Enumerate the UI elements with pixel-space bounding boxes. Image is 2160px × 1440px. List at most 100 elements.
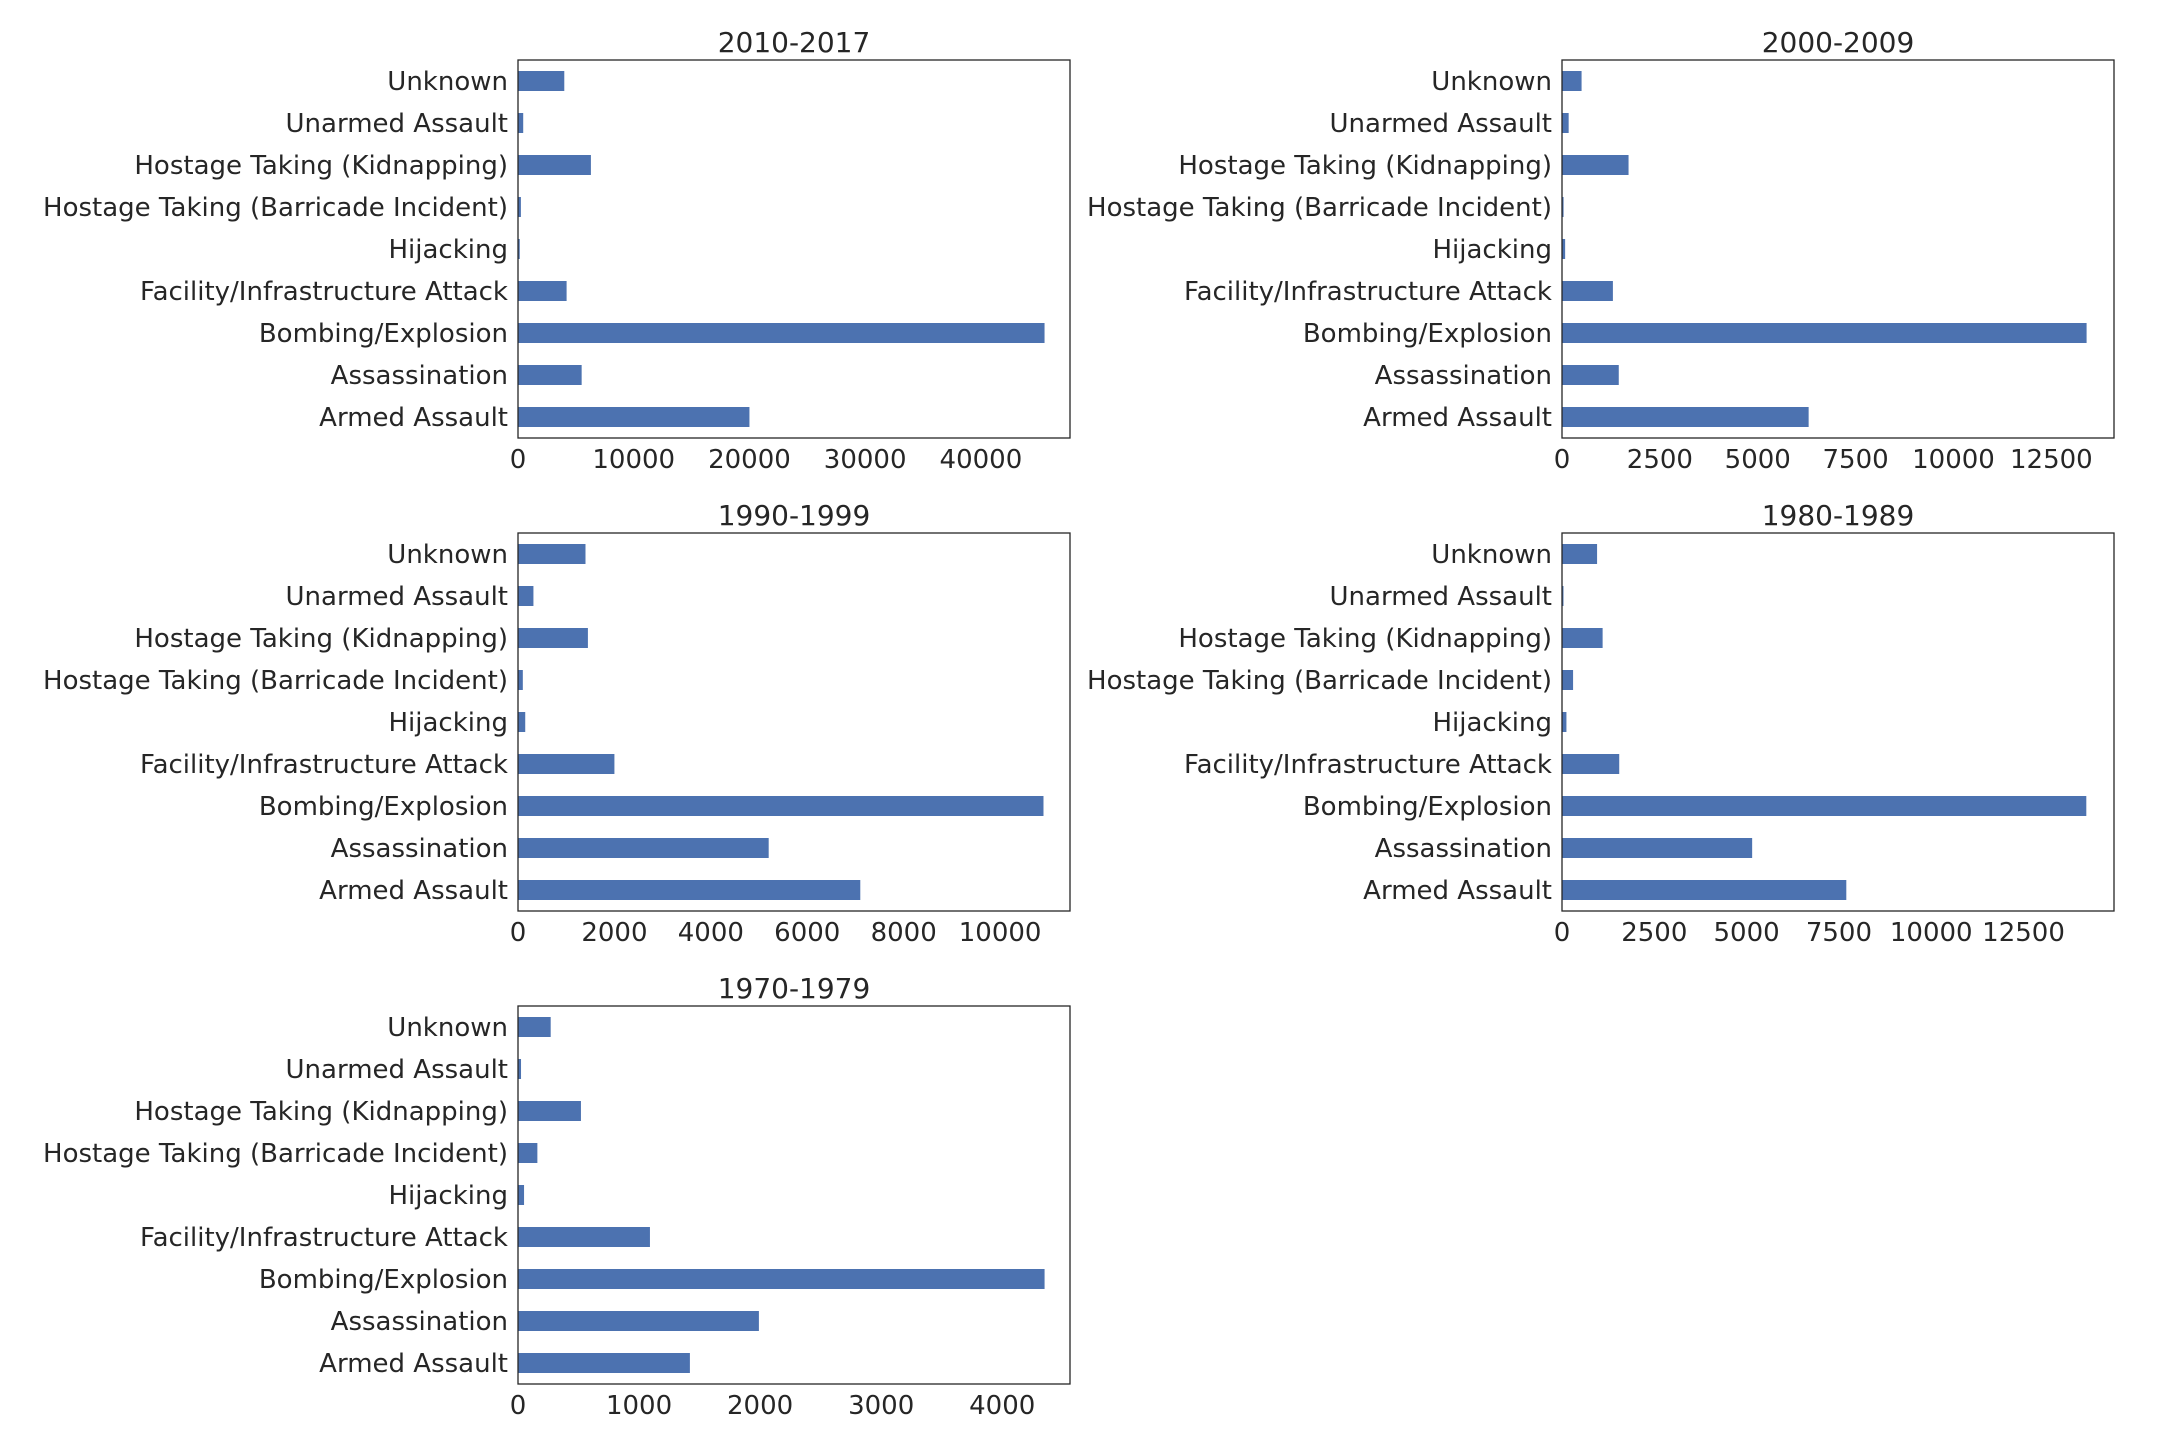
bar-armed-assault <box>518 1353 690 1373</box>
x-tick-label: 2000 <box>727 1391 793 1421</box>
category-label: Hijacking <box>389 1181 509 1211</box>
x-tick-label: 0 <box>510 445 527 475</box>
bar-unarmed-assault <box>1562 113 1569 133</box>
category-label: Bombing/Explosion <box>259 319 508 349</box>
bar-hostage-taking-kidnapping <box>518 155 591 175</box>
x-tick-label: 10000 <box>592 445 675 475</box>
category-label: Facility/Infrastructure Attack <box>140 277 508 307</box>
category-label: Bombing/Explosion <box>1303 319 1552 349</box>
x-tick-label: 0 <box>510 1391 527 1421</box>
category-label: Hostage Taking (Kidnapping) <box>1178 624 1552 654</box>
bar-hostage-taking-kidnapping <box>518 628 588 648</box>
category-label: Unarmed Assault <box>1330 582 1552 612</box>
bar-unarmed-assault <box>518 113 524 133</box>
chart-title: 2000-2009 <box>1762 26 1915 59</box>
category-label: Assassination <box>331 1307 508 1337</box>
category-label: Assassination <box>1375 834 1552 864</box>
bar-hostage-taking-barricade-incident <box>1562 197 1564 217</box>
x-tick-label: 40000 <box>940 445 1023 475</box>
category-label: Armed Assault <box>319 876 508 906</box>
bar-bombing-explosion <box>1562 323 2087 343</box>
category-label: Unarmed Assault <box>1330 109 1552 139</box>
x-tick-label: 30000 <box>824 445 907 475</box>
category-label: Unarmed Assault <box>286 109 508 139</box>
bar-armed-assault <box>1562 880 1847 900</box>
bar-bombing-explosion <box>1562 796 2087 816</box>
bar-bombing-explosion <box>518 323 1045 343</box>
x-tick-label: 10000 <box>959 918 1042 948</box>
x-tick-label: 2500 <box>1621 918 1687 948</box>
bar-unknown <box>1562 71 1582 91</box>
x-tick-label: 8000 <box>871 918 937 948</box>
category-label: Assassination <box>1375 361 1552 391</box>
category-label: Bombing/Explosion <box>259 792 508 822</box>
category-label: Hostage Taking (Barricade Incident) <box>43 193 508 223</box>
bar-assassination <box>1562 365 1619 385</box>
bar-unarmed-assault <box>518 1059 522 1079</box>
category-label: Unarmed Assault <box>286 582 508 612</box>
bar-hostage-taking-barricade-incident <box>518 670 523 690</box>
category-label: Hostage Taking (Barricade Incident) <box>1087 666 1552 696</box>
x-tick-label: 3000 <box>848 1391 914 1421</box>
category-label: Armed Assault <box>319 403 508 433</box>
bar-armed-assault <box>1562 407 1809 427</box>
bar-hijacking <box>1562 712 1567 732</box>
chart-panel-2000-2009: 2000-2009 Armed Assault Assassination Bombi… <box>1087 26 2115 475</box>
bar-unarmed-assault <box>1562 586 1564 606</box>
bar-facility-infrastructure-attack <box>518 754 615 774</box>
chart-title: 2010-2017 <box>718 26 871 59</box>
bar-assassination <box>518 365 582 385</box>
category-label: Facility/Infrastructure Attack <box>1184 277 1552 307</box>
category-label: Armed Assault <box>319 1349 508 1379</box>
chart-panel-1980-1989: 1980-1989 Armed Assault Assassination Bombi… <box>1087 499 2115 948</box>
category-label: Hostage Taking (Kidnapping) <box>1178 151 1552 181</box>
x-tick-label: 7500 <box>1823 445 1889 475</box>
category-label: Unknown <box>387 67 508 97</box>
category-label: Unknown <box>387 1013 508 1043</box>
x-tick-label: 0 <box>510 918 527 948</box>
chart-panel-2010-2017: 2010-2017 Armed Assault Assassination Bombi… <box>43 26 1071 475</box>
bar-unknown <box>518 1017 551 1037</box>
plot-frame <box>1561 532 2115 912</box>
category-label: Hijacking <box>389 708 509 738</box>
x-tick-label: 2000 <box>581 918 647 948</box>
chart-title: 1990-1999 <box>718 499 871 532</box>
x-tick-label: 6000 <box>774 918 840 948</box>
plot-frame <box>517 59 1071 439</box>
category-label: Unknown <box>387 540 508 570</box>
bar-assassination <box>518 1311 759 1331</box>
category-label: Hijacking <box>389 235 509 265</box>
bar-hostage-taking-kidnapping <box>1562 155 1629 175</box>
category-label: Assassination <box>331 834 508 864</box>
x-tick-label: 4000 <box>678 918 744 948</box>
category-label: Unknown <box>1431 67 1552 97</box>
bar-armed-assault <box>518 407 750 427</box>
bar-hijacking <box>1562 239 1566 259</box>
category-label: Hostage Taking (Barricade Incident) <box>43 666 508 696</box>
category-label: Assassination <box>331 361 508 391</box>
category-label: Unknown <box>1431 540 1552 570</box>
category-label: Facility/Infrastructure Attack <box>140 750 508 780</box>
x-tick-label: 12500 <box>2010 445 2093 475</box>
plot-frame <box>517 532 1071 912</box>
bar-facility-infrastructure-attack <box>1562 281 1613 301</box>
x-tick-label: 20000 <box>708 445 791 475</box>
category-label: Hostage Taking (Kidnapping) <box>134 151 508 181</box>
bar-unknown <box>1562 544 1598 564</box>
x-tick-label: 10000 <box>1890 918 1973 948</box>
category-label: Bombing/Explosion <box>1303 792 1552 822</box>
category-label: Hostage Taking (Kidnapping) <box>134 1097 508 1127</box>
bar-hostage-taking-barricade-incident <box>518 1143 538 1163</box>
bar-facility-infrastructure-attack <box>518 1227 650 1247</box>
x-tick-label: 12500 <box>1982 918 2065 948</box>
chart-panel-1970-1979: 1970-1979 Armed Assault Assassination Bombi… <box>43 972 1071 1421</box>
chart-title: 1980-1989 <box>1762 499 1915 532</box>
x-tick-label: 5000 <box>1714 918 1780 948</box>
bar-hostage-taking-kidnapping <box>1562 628 1603 648</box>
x-tick-label: 1000 <box>606 1391 672 1421</box>
bar-bombing-explosion <box>518 1269 1045 1289</box>
category-label: Hijacking <box>1433 235 1553 265</box>
chart-title: 1970-1979 <box>718 972 871 1005</box>
x-tick-label: 2500 <box>1627 445 1693 475</box>
